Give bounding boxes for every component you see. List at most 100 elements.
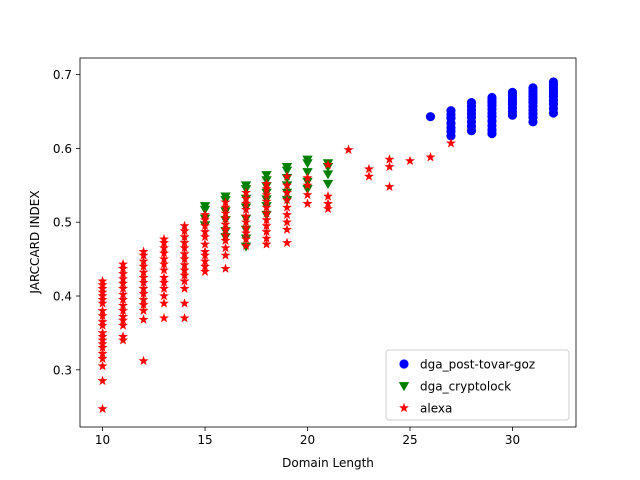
data-point — [179, 225, 190, 236]
data-point — [118, 263, 128, 273]
data-point — [220, 263, 231, 273]
data-point — [446, 131, 456, 141]
data-point — [241, 233, 251, 244]
data-point — [343, 144, 354, 155]
data-point — [302, 168, 313, 178]
data-point — [241, 217, 251, 227]
data-point — [159, 237, 169, 248]
legend-marker — [398, 382, 410, 392]
plot-area-frame — [79, 57, 577, 428]
data-point — [425, 112, 436, 122]
data-point — [138, 250, 149, 260]
data-point — [159, 277, 169, 287]
data-point — [138, 305, 149, 315]
data-point — [179, 220, 190, 231]
data-point — [118, 283, 128, 293]
data-point — [261, 196, 272, 206]
data-point — [261, 233, 272, 243]
data-point — [138, 261, 149, 271]
data-point — [118, 300, 128, 310]
legend-entry: dga_cryptolock — [398, 380, 511, 394]
data-point — [159, 298, 169, 308]
data-point — [302, 185, 313, 195]
data-point — [200, 231, 210, 242]
legend-label: alexa — [420, 402, 452, 416]
data-point — [241, 193, 251, 203]
data-point — [138, 355, 149, 366]
data-point — [220, 208, 231, 218]
data-point — [323, 191, 333, 201]
data-point — [466, 126, 477, 136]
data-point — [159, 253, 169, 264]
data-point — [302, 159, 313, 169]
data-point — [200, 239, 210, 249]
legend-frame — [385, 349, 570, 421]
data-point — [220, 230, 231, 240]
data-point — [138, 299, 149, 310]
data-point — [220, 202, 231, 212]
data-point — [241, 198, 251, 208]
legend-marker — [399, 402, 409, 413]
data-point — [282, 217, 292, 227]
data-point — [220, 219, 231, 229]
data-point — [138, 314, 149, 324]
data-point — [548, 108, 559, 118]
data-point — [241, 228, 251, 238]
data-point — [528, 117, 538, 127]
data-point — [241, 204, 251, 214]
data-point — [200, 214, 210, 225]
data-point — [364, 171, 374, 181]
data-point — [159, 248, 169, 258]
x-tick-label: 30 — [505, 433, 520, 447]
data-point — [200, 261, 210, 271]
data-point — [261, 208, 272, 218]
legend-entry: alexa — [399, 402, 452, 416]
legend-marker — [399, 359, 409, 369]
x-tick-label: 10 — [95, 433, 110, 447]
data-point — [97, 298, 108, 308]
data-point — [241, 187, 251, 197]
data-point — [261, 214, 272, 225]
data-point — [364, 163, 374, 174]
data-point — [179, 270, 190, 280]
data-point — [220, 235, 231, 245]
data-point — [179, 283, 190, 293]
data-point — [282, 194, 292, 205]
y-axis-label: JARCCARD INDEX — [28, 190, 42, 294]
data-point — [159, 290, 169, 301]
data-point — [97, 360, 108, 371]
y-tick-label: 0.5 — [53, 216, 72, 230]
x-axis-ticks: 10 15 20 25 30 — [95, 427, 520, 447]
data-point — [179, 264, 190, 275]
data-point — [118, 320, 128, 330]
data-point — [261, 189, 272, 200]
legend-label: dga_cryptolock — [420, 380, 511, 394]
data-point — [261, 226, 272, 237]
points-layer — [97, 77, 559, 414]
data-point — [261, 171, 272, 181]
data-point — [179, 276, 190, 286]
data-point — [179, 312, 190, 323]
data-point — [200, 226, 210, 237]
data-point — [118, 315, 128, 325]
data-point — [97, 348, 108, 358]
y-tick-label: 0.7 — [53, 68, 72, 82]
data-point — [97, 375, 108, 386]
data-point — [323, 159, 333, 169]
data-point — [282, 180, 292, 190]
data-point — [302, 189, 313, 200]
data-point — [138, 288, 149, 298]
data-point — [302, 180, 313, 190]
data-point — [425, 152, 436, 162]
data-point — [323, 203, 333, 214]
data-point — [507, 110, 518, 120]
data-point — [322, 162, 334, 173]
data-point — [97, 305, 108, 315]
data-point — [159, 259, 169, 269]
data-point — [97, 310, 108, 321]
data-point — [282, 224, 292, 234]
data-point — [220, 213, 231, 223]
data-point — [118, 305, 128, 315]
